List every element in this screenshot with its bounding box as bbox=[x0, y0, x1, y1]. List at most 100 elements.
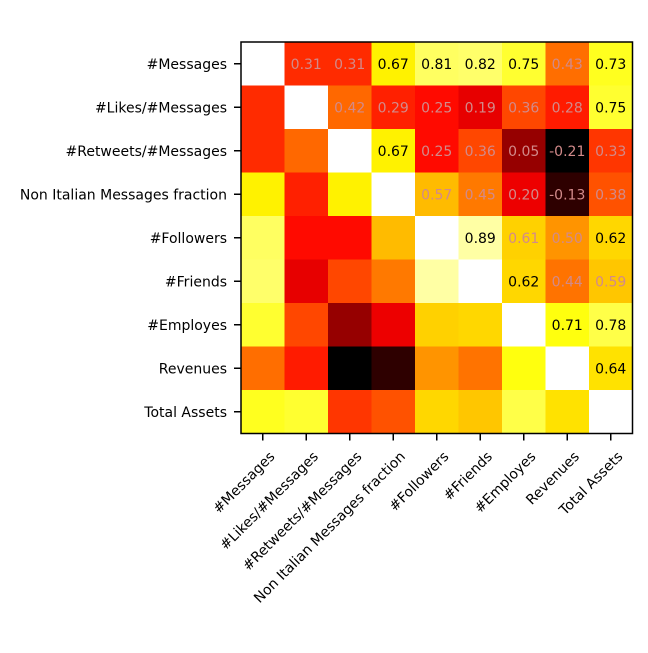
cell-value-label-r4-c7: 0.50 bbox=[552, 231, 583, 247]
heatmap-cell-r2-c7 bbox=[545, 129, 590, 173]
heatmap-cell-r8-c8 bbox=[589, 390, 633, 434]
heatmap-cell-r1-c4 bbox=[415, 85, 459, 130]
heatmap-cell-r2-c2 bbox=[328, 129, 372, 173]
heatmap-cell-r5-c0 bbox=[241, 259, 285, 304]
heatmap-cell-r0-c0 bbox=[241, 42, 285, 86]
heatmap-cells bbox=[241, 42, 633, 434]
cell-value-label-r6-c7: 0.71 bbox=[552, 318, 583, 334]
cell-value-label-r2-c4: 0.25 bbox=[421, 144, 452, 160]
y-axis-ticks: #Messages #Likes/#Messages #Retweets/#Mess… bbox=[20, 57, 241, 421]
heatmap-cell-r3-c7 bbox=[545, 172, 590, 217]
cell-value-labels: 0.31 0.31 0.67 0.81 0.82 0.75 0.43 0.73 0.42 0.29… bbox=[291, 57, 627, 378]
heatmap-cell-r0-c2 bbox=[328, 42, 372, 86]
y-tick-label-7: Revenues bbox=[159, 361, 227, 377]
heatmap-cell-r5-c4 bbox=[415, 259, 459, 304]
y-tick-label-2: #Retweets/#Messages bbox=[66, 144, 228, 160]
heatmap-cell-r4-c5 bbox=[458, 216, 503, 260]
cell-value-label-r0-c6: 0.75 bbox=[508, 57, 539, 73]
heatmap-cell-r5-c8 bbox=[589, 259, 633, 304]
heatmap-cell-r6-c5 bbox=[458, 303, 503, 347]
heatmap-cell-r2-c4 bbox=[415, 129, 459, 173]
cell-value-label-r1-c7: 0.28 bbox=[552, 100, 583, 116]
heatmap-cell-r0-c8 bbox=[589, 42, 633, 86]
y-tick-label-6: #Employes bbox=[147, 318, 227, 334]
heatmap-cell-r4-c0 bbox=[241, 216, 285, 260]
x-axis-ticks: #Messages#Likes/#Messages#Retweets/#Mess… bbox=[210, 433, 626, 607]
heatmap-cell-r3-c6 bbox=[502, 172, 546, 217]
heatmap-cell-r7-c0 bbox=[241, 346, 285, 391]
heatmap-cell-r3-c1 bbox=[284, 172, 329, 217]
heatmap-cell-r2-c6 bbox=[502, 129, 546, 173]
cell-value-label-r1-c4: 0.25 bbox=[421, 100, 452, 116]
heatmap-cell-r8-c7 bbox=[545, 390, 590, 434]
heatmap-cell-r7-c2 bbox=[328, 346, 372, 391]
cell-value-label-r1-c2: 0.42 bbox=[334, 100, 365, 116]
heatmap-cell-r5-c2 bbox=[328, 259, 372, 304]
cell-value-label-r6-c8: 0.78 bbox=[595, 318, 626, 334]
heatmap-cell-r5-c5 bbox=[458, 259, 503, 304]
heatmap-cell-r4-c8 bbox=[589, 216, 633, 260]
heatmap-cell-r7-c8 bbox=[589, 346, 633, 391]
y-tick-label-0: #Messages bbox=[147, 57, 227, 73]
heatmap-cell-r0-c7 bbox=[545, 42, 590, 86]
heatmap-cell-r7-c1 bbox=[284, 346, 329, 391]
cell-value-label-r0-c5: 0.82 bbox=[465, 57, 496, 73]
cell-value-label-r4-c8: 0.62 bbox=[595, 231, 626, 247]
heatmap-cell-r2-c5 bbox=[458, 129, 503, 173]
cell-value-label-r5-c8: 0.59 bbox=[595, 274, 626, 290]
heatmap-cell-r3-c4 bbox=[415, 172, 459, 217]
heatmap-cell-r7-c3 bbox=[371, 346, 416, 391]
cell-value-label-r5-c7: 0.44 bbox=[552, 274, 583, 290]
cell-value-label-r4-c5: 0.89 bbox=[465, 231, 496, 247]
heatmap-cell-r5-c3 bbox=[371, 259, 416, 304]
y-tick-label-1: #Likes/#Messages bbox=[95, 100, 227, 116]
heatmap-cell-r6-c2 bbox=[328, 303, 372, 347]
heatmap-cell-r6-c0 bbox=[241, 303, 285, 347]
y-tick-label-4: #Followers bbox=[150, 231, 227, 247]
heatmap-cell-r0-c4 bbox=[415, 42, 459, 86]
heatmap-cell-r4-c1 bbox=[284, 216, 329, 260]
cell-value-label-r1-c3: 0.29 bbox=[378, 100, 409, 116]
heatmap-cell-r3-c3 bbox=[371, 172, 416, 217]
heatmap-cell-r7-c6 bbox=[502, 346, 546, 391]
cell-value-label-r7-c8: 0.64 bbox=[595, 361, 626, 377]
heatmap-cell-r7-c4 bbox=[415, 346, 459, 391]
heatmap-cell-r8-c5 bbox=[458, 390, 503, 434]
heatmap-cell-r3-c8 bbox=[589, 172, 633, 217]
heatmap-cell-r5-c1 bbox=[284, 259, 329, 304]
heatmap-cell-r0-c1 bbox=[284, 42, 329, 86]
cell-value-label-r1-c6: 0.36 bbox=[508, 100, 539, 116]
heatmap-cell-r6-c8 bbox=[589, 303, 633, 347]
heatmap-cell-r8-c1 bbox=[284, 390, 329, 434]
heatmap-cell-r1-c1 bbox=[284, 85, 329, 130]
y-tick-label-3: Non Italian Messages fraction bbox=[20, 187, 227, 203]
heatmap-cell-r8-c2 bbox=[328, 390, 372, 434]
heatmap-cell-r6-c7 bbox=[545, 303, 590, 347]
heatmap-cell-r7-c5 bbox=[458, 346, 503, 391]
heatmap-cell-r2-c0 bbox=[241, 129, 285, 173]
heatmap-cell-r1-c5 bbox=[458, 85, 503, 130]
cell-value-label-r2-c5: 0.36 bbox=[465, 144, 496, 160]
cell-value-label-r3-c4: 0.57 bbox=[421, 187, 452, 203]
heatmap-cell-r4-c2 bbox=[328, 216, 372, 260]
heatmap-cell-r8-c0 bbox=[241, 390, 285, 434]
heatmap-cell-r1-c6 bbox=[502, 85, 546, 130]
cell-value-label-r3-c8: 0.38 bbox=[595, 187, 626, 203]
heatmap-cell-r5-c7 bbox=[545, 259, 590, 304]
cell-value-label-r2-c6: 0.05 bbox=[508, 144, 539, 160]
heatmap-cell-r4-c3 bbox=[371, 216, 416, 260]
heatmap-cell-r8-c3 bbox=[371, 390, 416, 434]
heatmap-cell-r8-c4 bbox=[415, 390, 459, 434]
cell-value-label-r5-c6: 0.62 bbox=[508, 274, 539, 290]
heatmap-cell-r3-c2 bbox=[328, 172, 372, 217]
cell-value-label-r1-c5: 0.19 bbox=[465, 100, 496, 116]
cell-value-label-r0-c3: 0.67 bbox=[378, 57, 409, 73]
y-tick-label-5: #Friends bbox=[165, 274, 227, 290]
cell-value-label-r4-c6: 0.61 bbox=[508, 231, 539, 247]
heatmap-cell-r6-c1 bbox=[284, 303, 329, 347]
cell-value-label-r3-c6: 0.20 bbox=[508, 187, 539, 203]
y-tick-label-8: Total Assets bbox=[143, 405, 227, 421]
heatmap-cell-r5-c6 bbox=[502, 259, 546, 304]
cell-value-label-r0-c1: 0.31 bbox=[291, 57, 322, 73]
